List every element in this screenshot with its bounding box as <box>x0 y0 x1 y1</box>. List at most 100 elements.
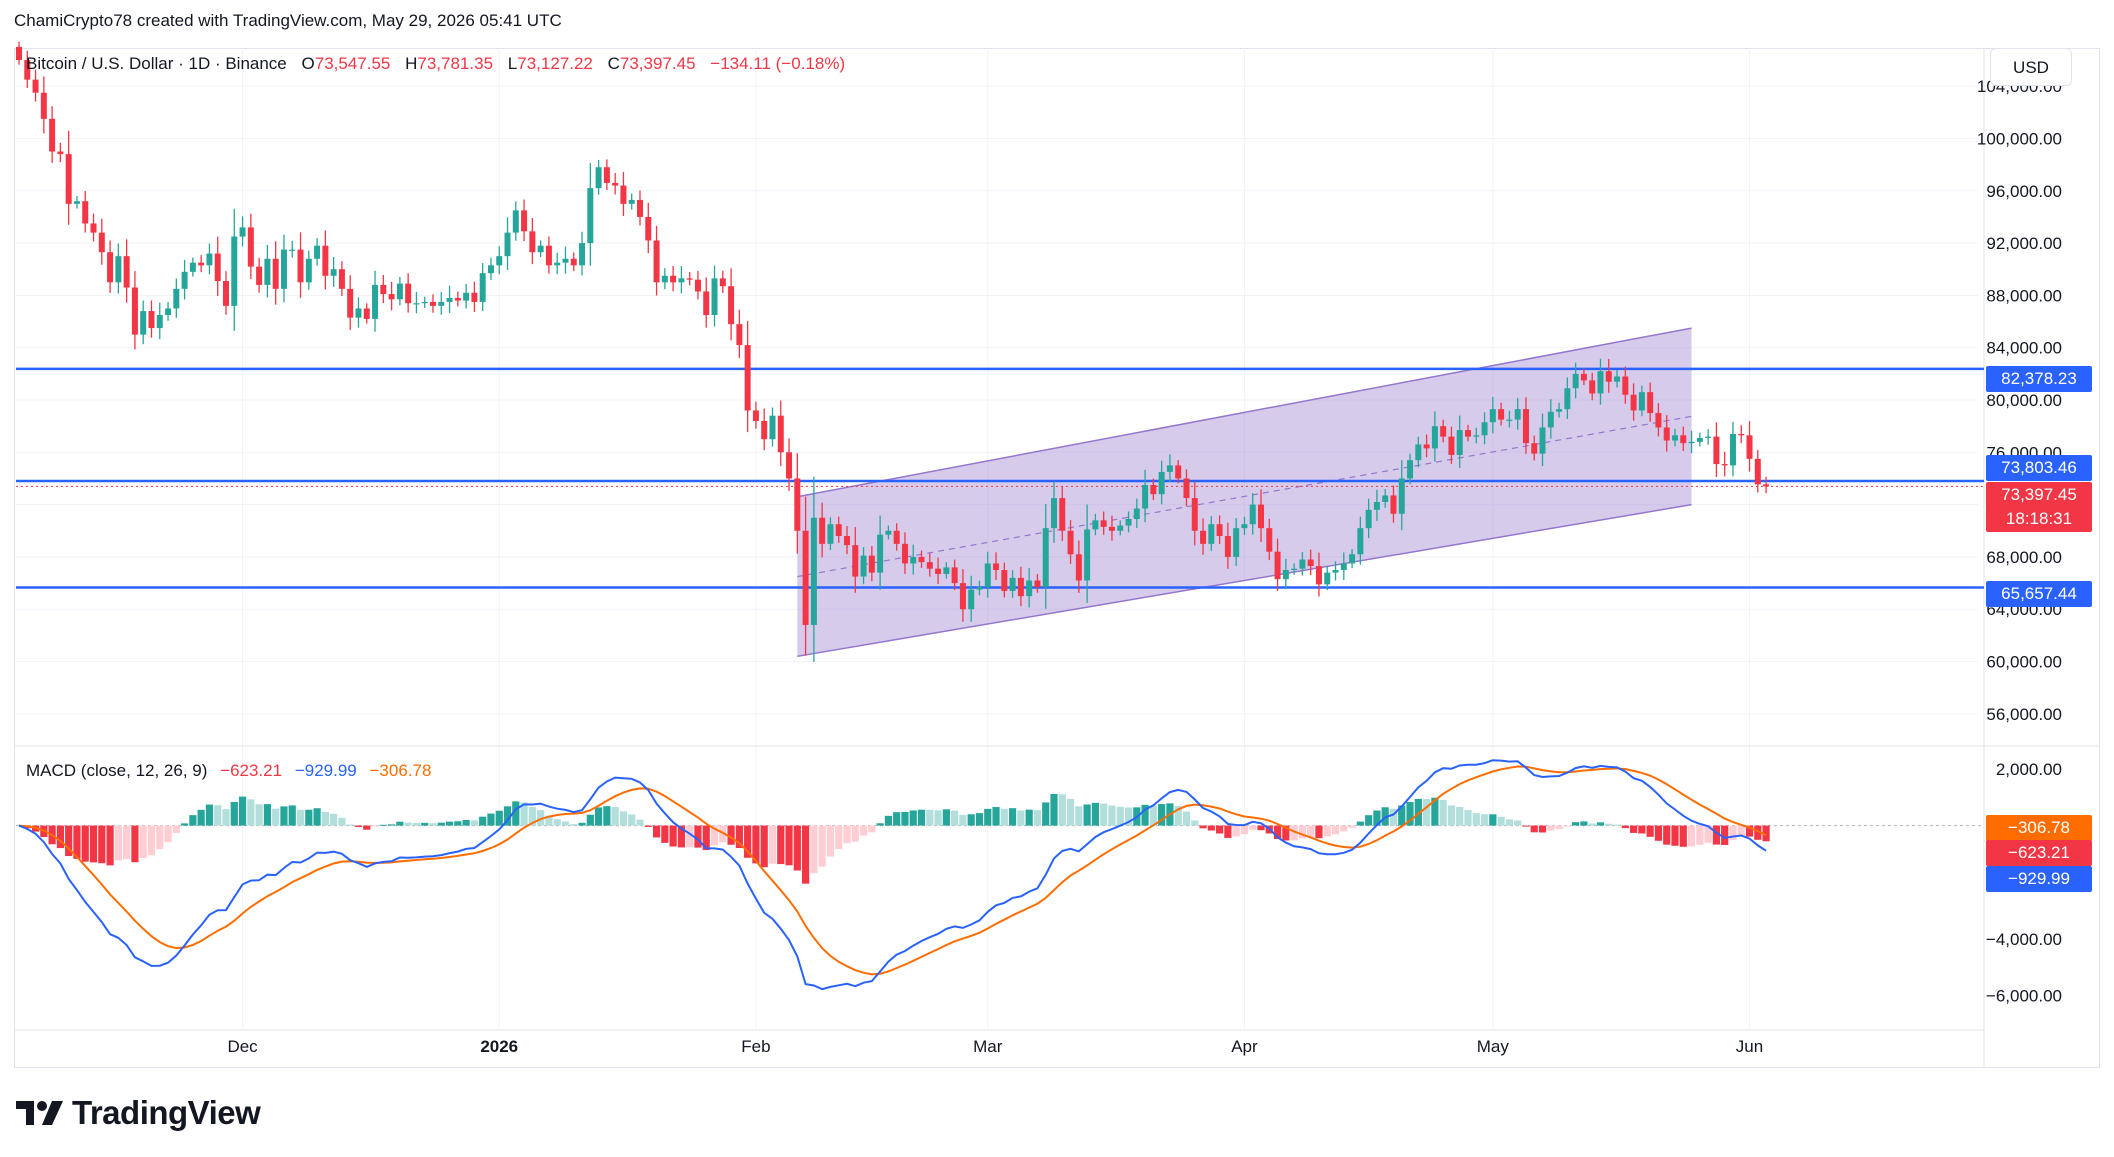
macd-axis-label: −6,000.00 <box>1986 986 2062 1005</box>
candle-body <box>1166 465 1173 472</box>
candle-body <box>1398 478 1405 514</box>
candle-body <box>719 278 726 287</box>
candle-body <box>943 567 950 574</box>
candle-body <box>82 201 89 224</box>
candle-body <box>1233 528 1240 557</box>
candle-body <box>148 311 155 329</box>
macd-histogram-bar <box>586 814 594 826</box>
macd-histogram-bar <box>686 825 694 848</box>
macd-histogram-bar <box>1646 825 1654 837</box>
candle-body <box>1746 435 1753 459</box>
candle-body <box>579 243 586 266</box>
macd-histogram-bar <box>1439 799 1447 826</box>
candle-body <box>984 563 991 587</box>
time-axis-label: Dec <box>227 1037 258 1056</box>
candle-body <box>1274 551 1281 580</box>
candle-body <box>1481 422 1488 436</box>
macd-histogram-bar <box>1679 825 1687 847</box>
candle-body <box>1084 529 1091 581</box>
candle-body <box>305 258 312 283</box>
macd-histogram-bar <box>1290 825 1298 841</box>
macd-histogram-bar <box>462 819 470 826</box>
candle-body <box>810 517 817 625</box>
candle-body <box>1729 434 1736 466</box>
macd-histogram-bar <box>528 807 536 826</box>
macd-histogram-bar <box>553 819 561 826</box>
candle-body <box>24 60 31 80</box>
macd-histogram-bar <box>959 814 967 826</box>
channel-upper-line <box>797 327 1692 498</box>
candle-body <box>189 262 196 272</box>
high-value: 73,781.35 <box>417 54 494 73</box>
macd-histogram-bar <box>1348 825 1356 828</box>
tradingview-logo[interactable]: TradingView <box>16 1094 261 1132</box>
candle-body <box>314 245 321 259</box>
macd-histogram-bar <box>437 822 445 826</box>
candle-body <box>670 275 677 283</box>
macd-histogram-bar <box>901 811 909 826</box>
macd-histogram-bar <box>379 824 387 826</box>
macd-histogram-bar <box>1232 825 1240 837</box>
close-label: C <box>607 54 620 73</box>
macd-title: MACD (close, 12, 26, 9) <box>26 761 208 780</box>
candle-body <box>678 278 685 283</box>
macd-histogram-bar <box>247 799 255 826</box>
candle-body <box>471 292 478 302</box>
macd-histogram-bar <box>793 825 801 871</box>
candle-body <box>1216 524 1223 536</box>
candle-body <box>1100 520 1107 527</box>
price-axis-label: 88,000.00 <box>1986 286 2062 305</box>
candle-body <box>57 151 64 155</box>
macd-histogram-bar <box>1066 798 1075 826</box>
candle-body <box>1597 371 1604 394</box>
macd-histogram-bar <box>263 804 271 826</box>
candle-body <box>1332 570 1339 573</box>
macd-histogram-bar <box>65 825 73 857</box>
price-axis-label: 84,000.00 <box>1986 339 2062 358</box>
macd-histogram-bar <box>835 825 843 850</box>
candle-body <box>256 266 263 285</box>
candle-body <box>661 275 668 283</box>
macd-histogram-bar <box>1058 794 1066 826</box>
macd-histogram-bar <box>156 825 164 850</box>
candle-body <box>918 556 925 563</box>
currency-button[interactable]: USD <box>1990 48 2072 86</box>
candle-body <box>1456 430 1463 455</box>
macd-histogram-bar <box>752 825 760 864</box>
candle-body <box>794 478 801 531</box>
candle-body <box>595 167 602 189</box>
macd-histogram-bar <box>1737 825 1745 837</box>
candle-body <box>545 245 552 266</box>
candle-body <box>562 258 569 263</box>
macd-histogram-bar <box>1588 823 1596 826</box>
candle-body <box>1075 554 1082 581</box>
candle-body <box>131 287 138 335</box>
candle-body <box>322 245 329 276</box>
candle-body <box>1340 563 1347 570</box>
macd-histogram-bar <box>445 821 454 826</box>
change-value: −134.11 (−0.18%) <box>710 54 846 73</box>
macd-histogram-bar <box>702 825 710 851</box>
macd-histogram-bar <box>363 825 371 830</box>
macd-histogram-bar <box>56 825 64 849</box>
candle-body <box>603 167 610 183</box>
macd-histogram-bar <box>1116 806 1124 826</box>
macd-histogram-bar <box>1373 810 1381 826</box>
symbol-title: Bitcoin / U.S. Dollar · 1D · Binance <box>26 54 287 73</box>
candle-body <box>1647 392 1654 414</box>
candle-body <box>1051 498 1057 529</box>
macd-histogram-bar <box>768 825 777 864</box>
macd-histogram-bar <box>1224 825 1232 838</box>
candle-body <box>289 249 296 251</box>
macd-histogram-bar <box>1563 825 1571 827</box>
macd-histogram-bar <box>1456 806 1464 826</box>
candle-body <box>653 240 660 283</box>
candle-body <box>1448 436 1455 455</box>
macd-histogram-bar <box>1075 806 1083 826</box>
candle-body <box>620 185 627 204</box>
open-value: 73,547.55 <box>314 54 391 73</box>
chart-frame <box>14 48 2100 1068</box>
macd-histogram-bar <box>1580 821 1588 826</box>
candle-body <box>554 262 561 266</box>
